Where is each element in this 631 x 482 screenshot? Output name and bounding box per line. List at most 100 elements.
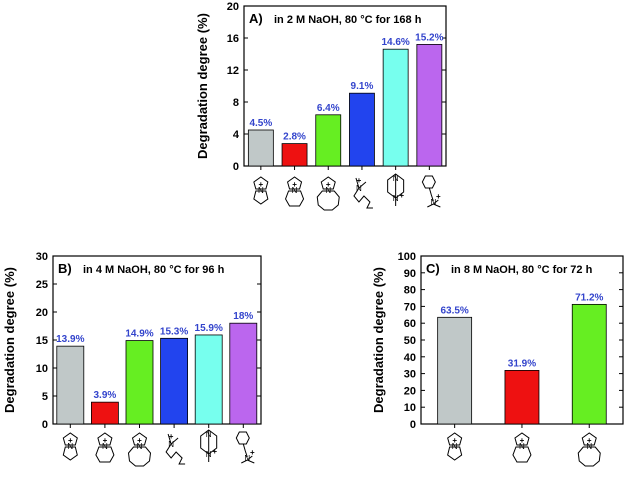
svg-text:N: N	[393, 174, 399, 183]
svg-text:N: N	[206, 450, 212, 459]
y-tick-label: 4	[233, 129, 240, 141]
svg-text:N: N	[292, 186, 298, 195]
bar-6	[416, 44, 443, 167]
bar-5	[194, 334, 223, 425]
svg-text:+: +	[250, 448, 255, 457]
y-tick-label: 50	[404, 335, 416, 347]
bar-3	[571, 303, 607, 425]
svg-text:+: +	[137, 436, 142, 445]
chart-panel-1: 0 4 8 12 16 20 Degradation degree (%) A) in 2 M …	[195, 1, 447, 211]
data-label-1: 63.5%	[440, 305, 468, 316]
bar-6	[229, 322, 258, 425]
plot-frame	[243, 5, 447, 167]
svg-text:+: +	[259, 180, 264, 189]
svg-text:N: N	[137, 442, 143, 451]
dabco-icon: N N +	[200, 429, 217, 462]
bar-5	[382, 48, 409, 167]
data-label-3: 14.9%	[125, 329, 153, 340]
svg-text:+: +	[169, 432, 174, 441]
y-tick-label: 30	[36, 251, 48, 263]
y-axis-label: Degradation degree (%)	[371, 267, 386, 413]
data-label-3: 71.2%	[575, 292, 603, 303]
dabco-icon: N N +	[387, 173, 404, 206]
svg-text:N: N	[586, 442, 592, 451]
y-tick-label: 80	[404, 285, 416, 297]
data-label-2: 31.9%	[508, 358, 536, 369]
y-tick-label: 30	[404, 369, 416, 381]
bar-2	[281, 143, 308, 167]
svg-text:N: N	[325, 186, 331, 195]
spiro-azepanium-icon: N+	[577, 432, 601, 467]
spiro-piperidinium-icon: N+	[512, 432, 532, 463]
y-tick-label: 16	[227, 33, 239, 45]
data-label-4: 15.3%	[160, 326, 188, 337]
svg-text:+: +	[520, 436, 525, 445]
svg-text:N: N	[356, 184, 362, 193]
data-label-1: 4.5%	[249, 118, 272, 129]
y-tick-label: 40	[404, 352, 416, 364]
panel-label: B)	[58, 261, 72, 276]
svg-text:+: +	[103, 436, 108, 445]
y-tick-label: 10	[36, 363, 48, 375]
y-axis-label: Degradation degree (%)	[195, 13, 210, 159]
y-tick-label: 0	[42, 419, 48, 431]
svg-text:N: N	[206, 430, 212, 439]
bar-1	[56, 345, 85, 425]
bar-3	[125, 340, 154, 425]
svg-text:N: N	[168, 440, 174, 449]
y-axis-label: Degradation degree (%)	[2, 267, 17, 413]
spiro-azepanium-icon: N+	[127, 432, 152, 467]
bar-4	[349, 92, 375, 167]
y-tick-label: 20	[36, 307, 48, 319]
spiro-pyrrolidinium-icon: N+	[253, 176, 269, 205]
y-tick-label: 20	[404, 385, 416, 397]
bar-4	[160, 337, 189, 425]
svg-text:N: N	[102, 442, 108, 451]
spiro-pyrrolidinium-icon: N+	[62, 432, 78, 461]
alkyl-ammonium-icon: N+	[353, 176, 373, 209]
svg-text:+: +	[587, 436, 592, 445]
y-tick-label: 60	[404, 318, 416, 330]
svg-text:+: +	[292, 180, 297, 189]
data-label-3: 6.4%	[317, 103, 340, 114]
svg-text:N: N	[519, 442, 525, 451]
svg-text:+: +	[357, 176, 362, 185]
y-tick-label: 15	[36, 335, 48, 347]
svg-text:+: +	[326, 180, 331, 189]
spiro-azepanium-icon: N+	[316, 176, 340, 211]
data-label-2: 3.9%	[94, 390, 117, 401]
data-label-5: 14.6%	[381, 37, 409, 48]
y-tick-label: 8	[233, 97, 239, 109]
bar-1	[247, 129, 274, 167]
svg-text:N: N	[67, 442, 73, 451]
data-label-2: 2.8%	[283, 132, 306, 143]
chart-panel-2: 0 5 10 15 20 25 30 Degradation degree (%) B) in 4…	[2, 251, 262, 467]
panel-title: in 2 M NaOH, 80 °C for 168 h	[274, 14, 422, 26]
data-label-4: 9.1%	[351, 81, 374, 92]
bar-1	[437, 316, 473, 425]
y-tick-label: 12	[227, 65, 239, 77]
y-tick-label: 100	[398, 251, 416, 263]
svg-text:N: N	[452, 442, 458, 451]
svg-text:N: N	[244, 454, 250, 463]
y-tick-label: 5	[42, 391, 48, 403]
bar-2	[91, 401, 119, 425]
panel-label: A)	[249, 11, 263, 26]
chart-panel-3: 0 10 20 30 40 50 60 70 80 90 100 Degradation degree…	[371, 251, 624, 467]
data-label-6: 18%	[233, 311, 253, 322]
data-label-5: 15.9%	[195, 323, 223, 334]
y-tick-label: 70	[404, 301, 416, 313]
svg-text:N: N	[393, 194, 399, 203]
y-tick-label: 10	[404, 402, 416, 414]
bar-2	[504, 370, 540, 425]
svg-text:+: +	[68, 436, 73, 445]
data-label-1: 13.9%	[56, 334, 84, 345]
y-tick-label: 25	[36, 279, 48, 291]
panel-title: in 8 M NaOH, 80 °C for 72 h	[451, 264, 593, 276]
svg-text:+: +	[436, 192, 441, 201]
bar-3	[315, 114, 342, 167]
panel-title: in 4 M NaOH, 80 °C for 96 h	[83, 264, 225, 276]
y-tick-label: 90	[404, 268, 416, 280]
svg-text:N: N	[430, 198, 436, 207]
